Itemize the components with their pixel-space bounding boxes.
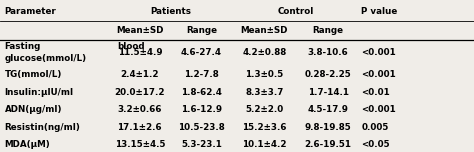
Text: <0.001: <0.001 [361,70,396,79]
Text: 9.8-19.85: 9.8-19.85 [305,123,352,132]
Text: Insulin:μIU/ml: Insulin:μIU/ml [5,88,74,97]
Text: 3.8-10.6: 3.8-10.6 [308,48,348,57]
Text: <0.01: <0.01 [361,88,390,97]
Text: <0.001: <0.001 [361,105,396,114]
Text: Fasting: Fasting [5,42,41,51]
Text: <0.05: <0.05 [361,140,390,149]
Text: 10.5-23.8: 10.5-23.8 [178,123,225,132]
Text: 1.7-14.1: 1.7-14.1 [308,88,349,97]
Text: 4.5-17.9: 4.5-17.9 [308,105,349,114]
Text: MDA(μM): MDA(μM) [5,140,51,149]
Text: Mean±SD: Mean±SD [116,26,164,35]
Text: Parameter: Parameter [5,7,56,16]
Text: Control: Control [278,7,314,16]
Text: Patients: Patients [150,7,191,16]
Text: P value: P value [361,7,397,16]
Text: Mean±SD: Mean±SD [240,26,288,35]
Text: 3.2±0.66: 3.2±0.66 [118,105,162,114]
Text: TG(mmol/L): TG(mmol/L) [5,70,62,79]
Text: blood: blood [117,42,145,51]
Text: 8.3±3.7: 8.3±3.7 [245,88,283,97]
Text: Range: Range [313,26,344,35]
Text: 1.2-7.8: 1.2-7.8 [184,70,219,79]
Text: 5.3-23.1: 5.3-23.1 [181,140,222,149]
Text: Resistin(ng/ml): Resistin(ng/ml) [5,123,81,132]
Text: 13.15±4.5: 13.15±4.5 [115,140,165,149]
Text: 15.2±3.6: 15.2±3.6 [242,123,286,132]
Text: <0.001: <0.001 [361,48,396,57]
Text: 2.4±1.2: 2.4±1.2 [120,70,159,79]
Text: Range: Range [186,26,217,35]
Text: 4.2±0.88: 4.2±0.88 [242,48,286,57]
Text: 5.2±2.0: 5.2±2.0 [245,105,283,114]
Text: 20.0±17.2: 20.0±17.2 [115,88,165,97]
Text: 2.6-19.51: 2.6-19.51 [305,140,352,149]
Text: 0.28-2.25: 0.28-2.25 [305,70,352,79]
Text: 0.005: 0.005 [361,123,389,132]
Text: 1.8-62.4: 1.8-62.4 [181,88,222,97]
Text: 1.3±0.5: 1.3±0.5 [245,70,283,79]
Text: glucose(mmol/L): glucose(mmol/L) [5,54,87,63]
Text: 17.1±2.6: 17.1±2.6 [118,123,162,132]
Text: 1.6-12.9: 1.6-12.9 [181,105,222,114]
Text: 10.1±4.2: 10.1±4.2 [242,140,286,149]
Text: ADN(μg/ml): ADN(μg/ml) [5,105,62,114]
Text: 11.5±4.9: 11.5±4.9 [118,48,162,57]
Text: 4.6-27.4: 4.6-27.4 [181,48,222,57]
